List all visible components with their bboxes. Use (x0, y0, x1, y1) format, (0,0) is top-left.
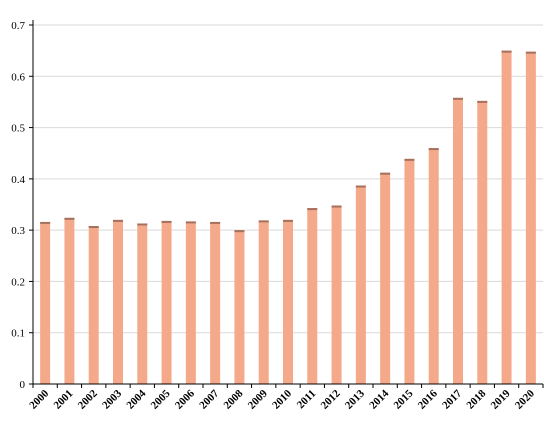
y-tick-label: 0.4 (11, 174, 25, 186)
x-tick-label: 2002 (76, 387, 100, 411)
bar (331, 205, 342, 384)
x-tick-label: 2020 (513, 387, 537, 411)
bar-2004 (137, 223, 148, 384)
bar-cap (185, 221, 196, 224)
bar-2018 (477, 100, 488, 384)
bar-cap (113, 219, 123, 222)
x-tick-label: 2010 (270, 387, 294, 411)
x-tick-label: 2013 (343, 387, 367, 411)
x-tick-label: 2017 (440, 387, 464, 411)
y-tick-labels: 0 0.1 0.2 0.3 0.4 0.5 0.6 0.7 (11, 20, 33, 391)
bar (234, 230, 245, 384)
bar-2002 (88, 226, 99, 384)
bar (355, 185, 366, 384)
bar (453, 97, 463, 384)
x-tick-label: 2012 (319, 387, 343, 411)
bar-cap (477, 100, 488, 103)
bar-2005 (161, 220, 172, 384)
x-tick-label: 2014 (367, 387, 391, 411)
bar-cap (88, 226, 99, 229)
x-tick-label: 2006 (173, 387, 197, 411)
bar-2016 (428, 148, 439, 384)
bar (258, 220, 269, 384)
y-tick-label: 0 (20, 379, 26, 391)
bar (88, 226, 99, 384)
bar-cap (210, 221, 221, 224)
bar-cap (137, 223, 148, 226)
y-tick-label: 0.7 (11, 20, 25, 32)
bar (404, 158, 415, 384)
y-tick-label: 0.6 (11, 71, 25, 83)
bar-2019 (501, 50, 512, 385)
bar-2008 (234, 230, 245, 384)
x-tick-label: 2011 (295, 388, 319, 412)
bar-2011 (307, 208, 318, 384)
y-tick-label: 0.3 (11, 225, 25, 237)
bar-cap (501, 50, 512, 53)
y-tick-label: 0.1 (11, 328, 25, 340)
bar-cap (525, 51, 536, 54)
bar-2007 (210, 221, 221, 384)
bar (477, 100, 488, 384)
bar-cap (428, 148, 439, 151)
bar (161, 220, 172, 384)
x-tick-labels: 2000 2001 2002 2003 2004 2005 2006 2007 2008 2009… (27, 384, 544, 412)
bar-cap (258, 220, 269, 223)
bar-2020 (525, 51, 536, 384)
y-tick-label: 0.5 (11, 123, 25, 135)
bar-2001 (64, 217, 75, 384)
bar-2017 (453, 97, 463, 384)
bar-cap (404, 158, 415, 161)
bar (64, 217, 75, 384)
bar-cap (331, 205, 342, 208)
bar (428, 148, 439, 384)
bar-cap (161, 220, 172, 223)
x-tick-label: 2005 (149, 387, 173, 411)
x-tick-label: 2008 (222, 387, 246, 411)
bar (307, 208, 318, 384)
bar-2006 (185, 221, 196, 384)
bar-2015 (404, 158, 415, 384)
bar-2009 (258, 220, 269, 384)
bar (525, 51, 536, 384)
x-tick-label: 2019 (489, 387, 513, 411)
bar-2000 (40, 221, 51, 384)
x-tick-label: 2000 (27, 387, 51, 411)
x-tick-label: 2009 (246, 387, 270, 411)
bar-2014 (380, 172, 391, 384)
bar-2003 (113, 219, 123, 384)
bar (113, 219, 123, 384)
bar-cap (453, 97, 463, 100)
x-tick-label: 2004 (124, 387, 148, 411)
bar (185, 221, 196, 384)
x-tick-label: 2001 (52, 388, 76, 412)
bar (40, 221, 51, 384)
y-tick-label: 0.2 (11, 276, 25, 288)
bar (210, 221, 221, 384)
x-tick-label: 2007 (197, 387, 221, 411)
x-tick-label: 2016 (416, 387, 440, 411)
bar (380, 172, 391, 384)
bars (40, 50, 536, 385)
x-tick-label: 2018 (464, 387, 488, 411)
x-tick-label: 2003 (100, 387, 124, 411)
x-tick-label: 2015 (392, 387, 416, 411)
axes (32, 20, 543, 385)
bar-cap (40, 221, 51, 224)
bar-cap (355, 185, 366, 188)
bar-cap (283, 219, 293, 222)
bar-cap (307, 208, 318, 211)
bar-2010 (283, 219, 293, 384)
bar (137, 223, 148, 384)
bar-cap (234, 230, 245, 233)
bar-cap (64, 217, 75, 220)
bar (501, 50, 512, 385)
bar-2013 (355, 185, 366, 384)
bar-cap (380, 172, 391, 175)
bar-2012 (331, 205, 342, 384)
bar (283, 219, 293, 384)
